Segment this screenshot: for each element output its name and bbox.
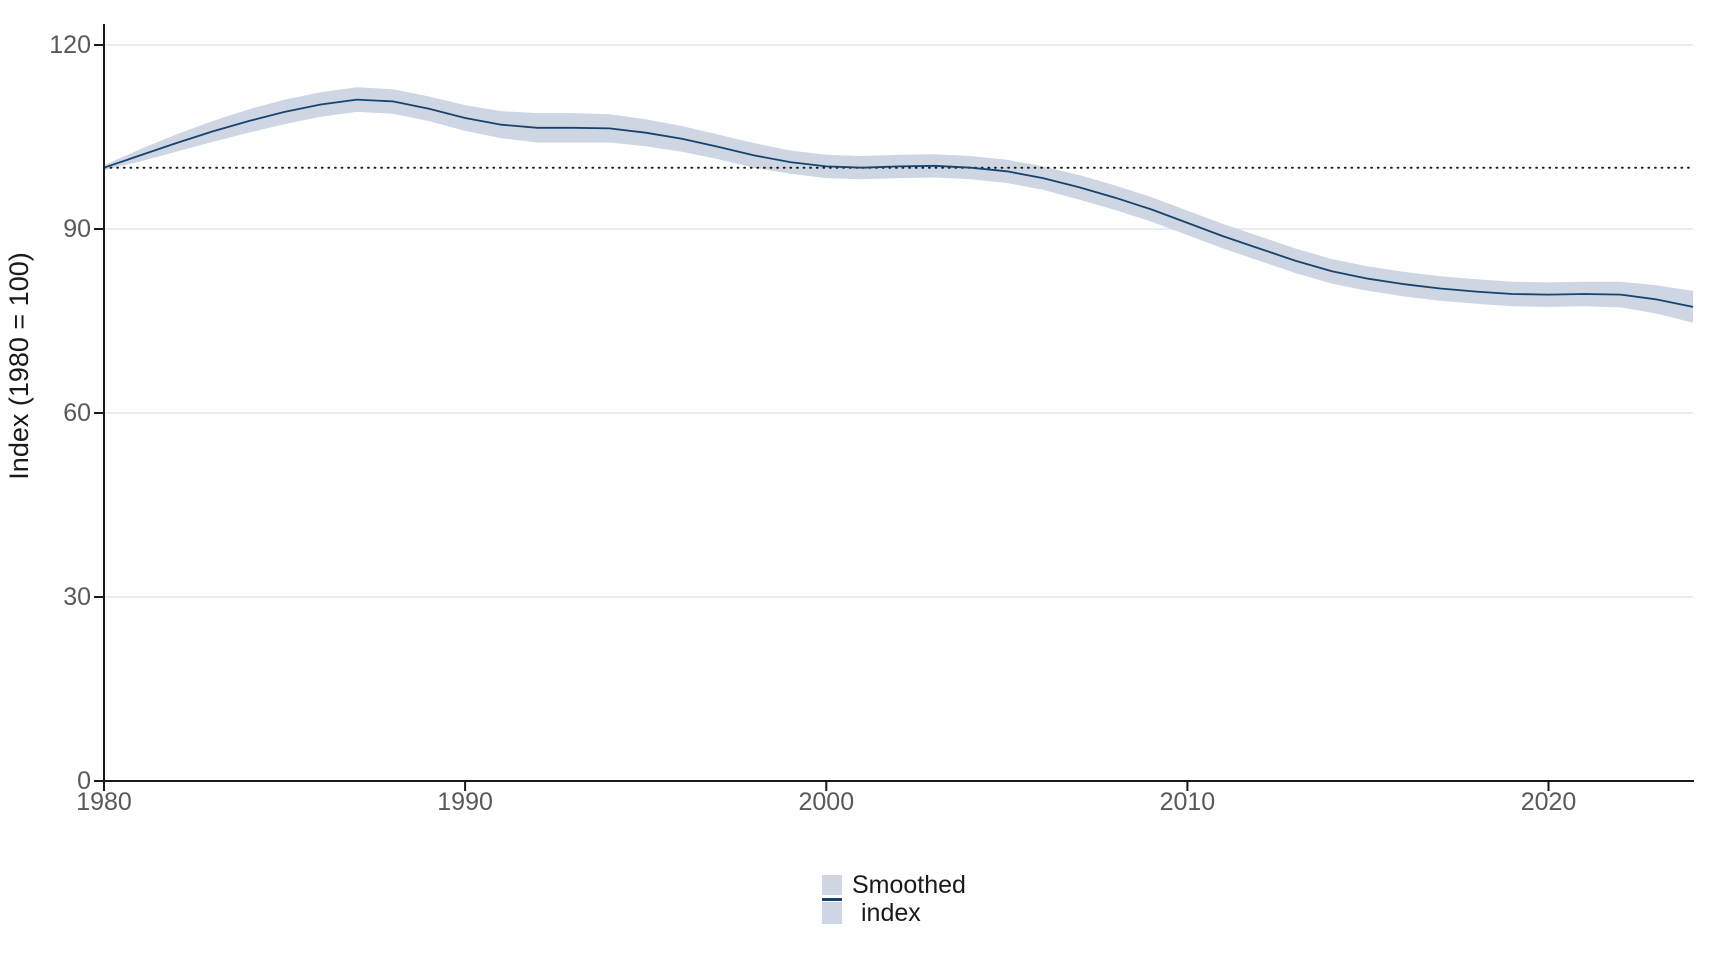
legend-label-line2: index [861,899,921,927]
y-tick-label: 30 [63,583,91,611]
gridlines [104,44,1693,598]
confidence-band [104,87,1693,323]
y-axis-title: Index (1980 = 100) [4,252,34,479]
x-tick-label: 1980 [76,788,132,816]
legend-label: Smoothed index [852,871,966,927]
x-tick-label: 2020 [1521,788,1577,816]
x-tick-label: 1990 [437,788,493,816]
y-tick-label: 60 [63,399,91,427]
y-tick-label: 0 [77,767,91,795]
y-axis: 0 30 60 90 120 [49,24,105,795]
confidence-band-area [104,87,1693,323]
trend-line-swatch-icon [822,898,842,901]
confidence-band-swatch-icon [822,875,842,895]
legend: Smoothed index [822,871,966,927]
y-tick-label: 120 [49,31,91,59]
legend-label-line1: Smoothed [852,871,966,899]
trend-line [103,98,1694,308]
x-axis: 1980 1990 2000 2010 2020 [76,780,1694,816]
y-tick-label: 90 [63,215,91,243]
confidence-band-swatch-icon [822,902,842,924]
smoothed-index-line [103,98,1694,308]
x-tick-label: 2000 [798,788,854,816]
legend-swatch-smoothed-index [822,875,842,924]
x-tick-label: 2010 [1160,788,1216,816]
